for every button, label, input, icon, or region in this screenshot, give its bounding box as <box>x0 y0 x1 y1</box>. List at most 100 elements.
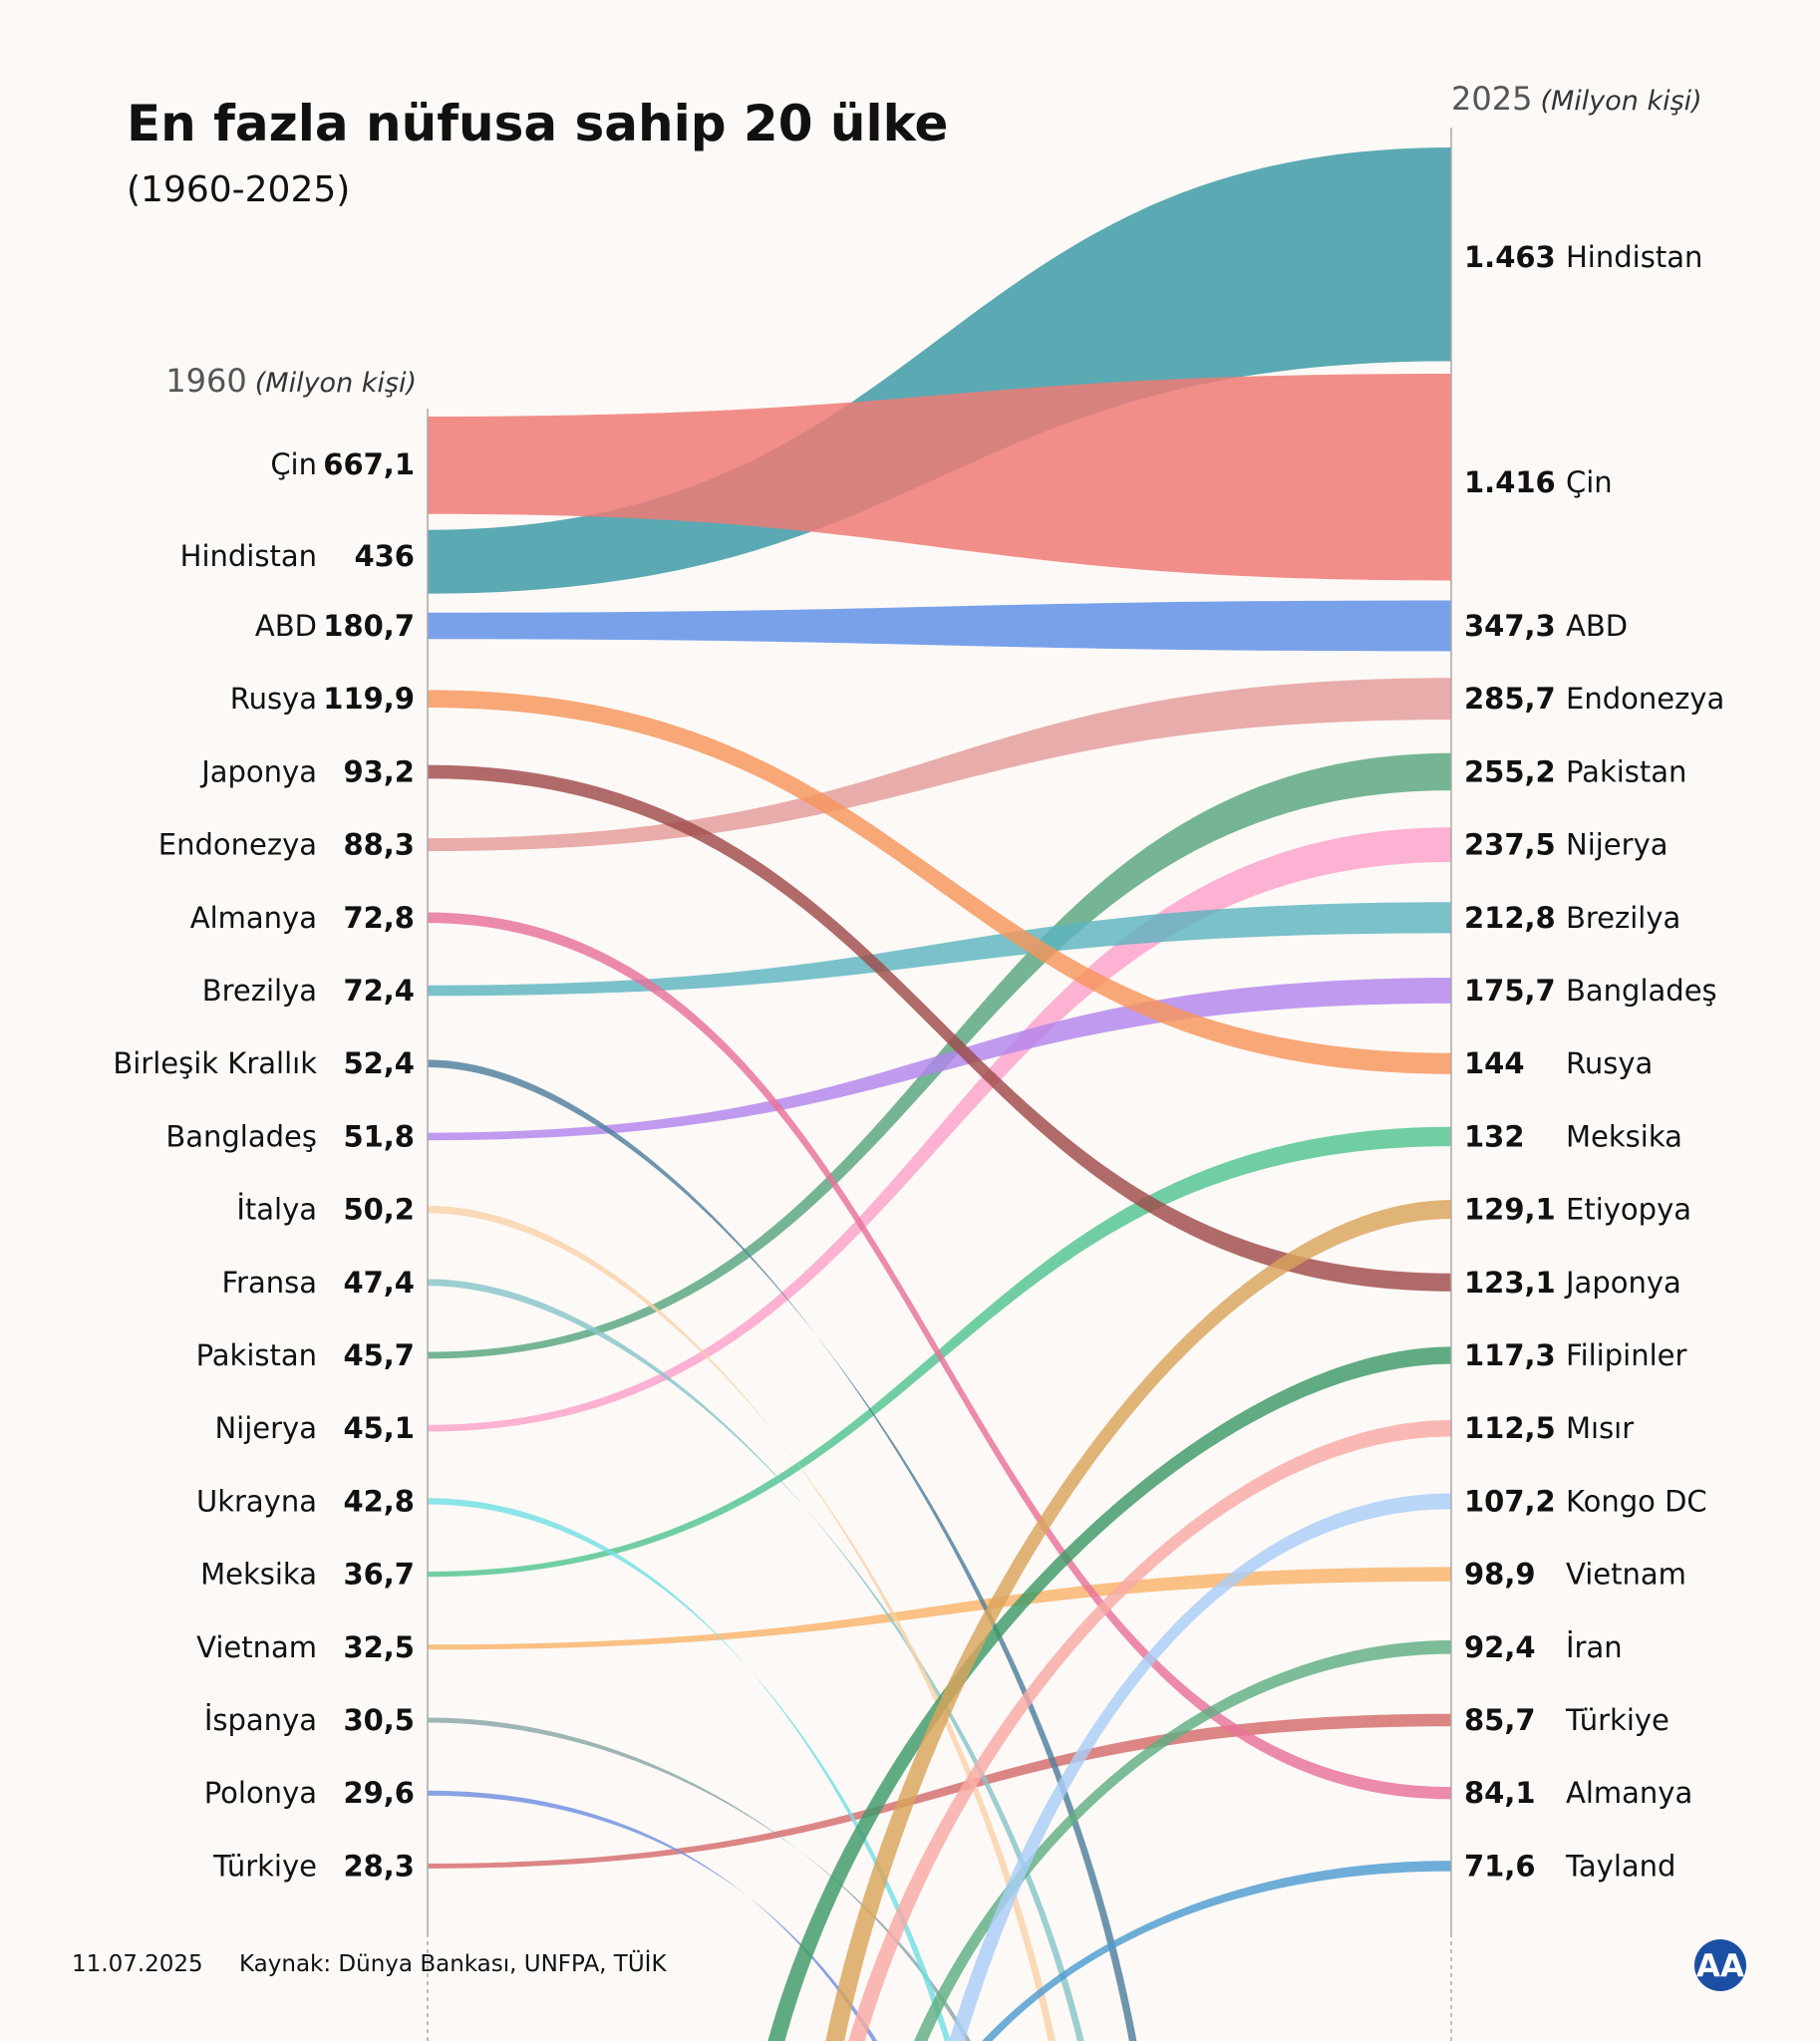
left-country-meksika: Meksika <box>200 1558 317 1592</box>
left-country-rusya: Rusya <box>230 682 317 716</box>
right-value-brezilya: 212,8 <box>1464 901 1556 935</box>
left-country-banglades: Bangladeş <box>165 1119 317 1153</box>
right-value-rusya: 144 <box>1464 1046 1525 1080</box>
right-country-vietnam: Vietnam <box>1566 1558 1686 1592</box>
right-country-misir: Mısır <box>1566 1411 1634 1445</box>
right-value-kongo-dc: 107,2 <box>1464 1484 1556 1518</box>
footer-source: Kaynak: Dünya Bankası, UNFPA, TÜİK <box>239 1949 667 1977</box>
left-value-cin: 667,1 <box>323 447 415 481</box>
left-country-ukrayna: Ukrayna <box>196 1484 317 1518</box>
right-value-turkiye: 85,7 <box>1464 1703 1536 1737</box>
flow-tayland <box>982 1861 1451 2041</box>
left-country-endonezya: Endonezya <box>158 828 317 862</box>
right-country-iran: İran <box>1566 1630 1623 1664</box>
left-value-fransa: 47,4 <box>343 1266 415 1300</box>
left-country-japonya: Japonya <box>199 754 317 788</box>
flow-abd <box>428 600 1451 652</box>
left-axis-header: 1960 (Milyon kişi) <box>165 362 417 400</box>
right-value-meksika: 132 <box>1464 1119 1525 1153</box>
right-country-japonya: Japonya <box>1564 1266 1681 1300</box>
flow-endonezya <box>428 678 1451 852</box>
left-value-endonezya: 88,3 <box>343 828 415 862</box>
right-value-hindistan: 1.463 <box>1464 240 1556 274</box>
chart-title: En fazla nüfusa sahip 20 ülke <box>127 95 948 152</box>
right-value-japonya: 123,1 <box>1464 1266 1556 1300</box>
right-country-nijerya: Nijerya <box>1566 828 1668 862</box>
right-value-vietnam: 98,9 <box>1464 1558 1536 1592</box>
flow-japonya <box>428 764 1451 1292</box>
right-country-brezilya: Brezilya <box>1566 901 1680 935</box>
chart-subtitle: (1960-2025) <box>127 169 350 210</box>
flow-kongo-dc <box>949 1493 1451 2041</box>
right-country-turkiye: Türkiye <box>1565 1703 1669 1737</box>
right-value-filipinler: 117,3 <box>1464 1338 1556 1372</box>
footer-date: 11.07.2025 <box>72 1951 203 1977</box>
right-unit: (Milyon kişi) <box>1540 86 1701 117</box>
left-year: 1960 <box>165 362 246 400</box>
right-year: 2025 <box>1451 80 1532 118</box>
flow-banglades <box>428 978 1451 1141</box>
left-value-polonya: 29,6 <box>343 1776 415 1810</box>
left-country-hindistan: Hindistan <box>180 539 317 573</box>
left-value-ispanya: 30,5 <box>343 1703 415 1737</box>
right-country-pakistan: Pakistan <box>1566 754 1686 788</box>
right-value-almanya: 84,1 <box>1464 1776 1536 1810</box>
flow-almanya <box>428 912 1451 1800</box>
left-country-vietnam: Vietnam <box>196 1630 317 1664</box>
left-country-nijerya: Nijerya <box>214 1411 317 1445</box>
right-value-banglades: 175,7 <box>1464 974 1556 1008</box>
right-value-etiyopya: 129,1 <box>1464 1193 1556 1227</box>
flow-vietnam <box>428 1567 1451 1650</box>
left-value-nijerya: 45,1 <box>343 1411 415 1445</box>
right-value-pakistan: 255,2 <box>1464 754 1556 788</box>
flow-brezilya <box>428 902 1451 997</box>
aa-logo-circle <box>1694 1939 1746 1991</box>
left-value-rusya: 119,9 <box>323 682 415 716</box>
left-value-banglades: 51,8 <box>343 1119 415 1153</box>
left-value-hindistan: 436 <box>354 539 415 573</box>
left-country-birlesik-krallik: Birleşik Krallık <box>113 1046 317 1080</box>
right-country-filipinler: Filipinler <box>1566 1338 1686 1372</box>
left-unit: (Milyon kişi) <box>255 368 417 399</box>
left-value-birlesik-krallik: 52,4 <box>343 1046 415 1080</box>
right-value-iran: 92,4 <box>1464 1630 1536 1664</box>
aa-logo-text: AA <box>1696 1948 1744 1984</box>
right-country-rusya: Rusya <box>1566 1046 1653 1080</box>
left-country-italya: İtalya <box>236 1193 317 1227</box>
left-country-turkiye: Türkiye <box>212 1849 317 1883</box>
right-country-hindistan: Hindistan <box>1566 240 1702 274</box>
right-country-banglades: Bangladeş <box>1566 974 1717 1008</box>
right-value-abd: 347,3 <box>1464 609 1556 643</box>
right-country-abd: ABD <box>1566 609 1628 643</box>
left-value-almanya: 72,8 <box>343 901 415 935</box>
left-country-pakistan: Pakistan <box>196 1338 317 1372</box>
flows-layer <box>428 147 1451 2041</box>
left-country-almanya: Almanya <box>190 901 317 935</box>
flow-nijerya <box>428 827 1451 1432</box>
left-value-pakistan: 45,7 <box>343 1338 415 1372</box>
left-value-vietnam: 32,5 <box>343 1630 415 1664</box>
left-country-brezilya: Brezilya <box>202 974 317 1008</box>
flow-rusya <box>428 690 1451 1074</box>
right-country-endonezya: Endonezya <box>1566 682 1724 716</box>
flow-etiyopya <box>825 1200 1451 2041</box>
left-value-ukrayna: 42,8 <box>343 1484 415 1518</box>
left-value-abd: 180,7 <box>323 609 415 643</box>
right-value-cin: 1.416 <box>1464 465 1556 499</box>
left-country-cin: Çin <box>270 447 317 481</box>
left-value-brezilya: 72,4 <box>343 974 415 1008</box>
right-value-nijerya: 237,5 <box>1464 828 1556 862</box>
right-country-etiyopya: Etiyopya <box>1566 1193 1691 1227</box>
right-country-kongo-dc: Kongo DC <box>1566 1484 1707 1518</box>
aa-logo: AA <box>1694 1939 1746 1991</box>
left-country-polonya: Polonya <box>204 1776 317 1810</box>
flow-polonya <box>428 1790 878 2041</box>
right-country-cin: Çin <box>1566 465 1613 499</box>
right-value-endonezya: 285,7 <box>1464 682 1556 716</box>
left-value-japonya: 93,2 <box>343 754 415 788</box>
left-country-ispanya: İspanya <box>204 1703 317 1737</box>
right-value-tayland: 71,6 <box>1464 1849 1536 1883</box>
right-country-almanya: Almanya <box>1566 1776 1692 1810</box>
